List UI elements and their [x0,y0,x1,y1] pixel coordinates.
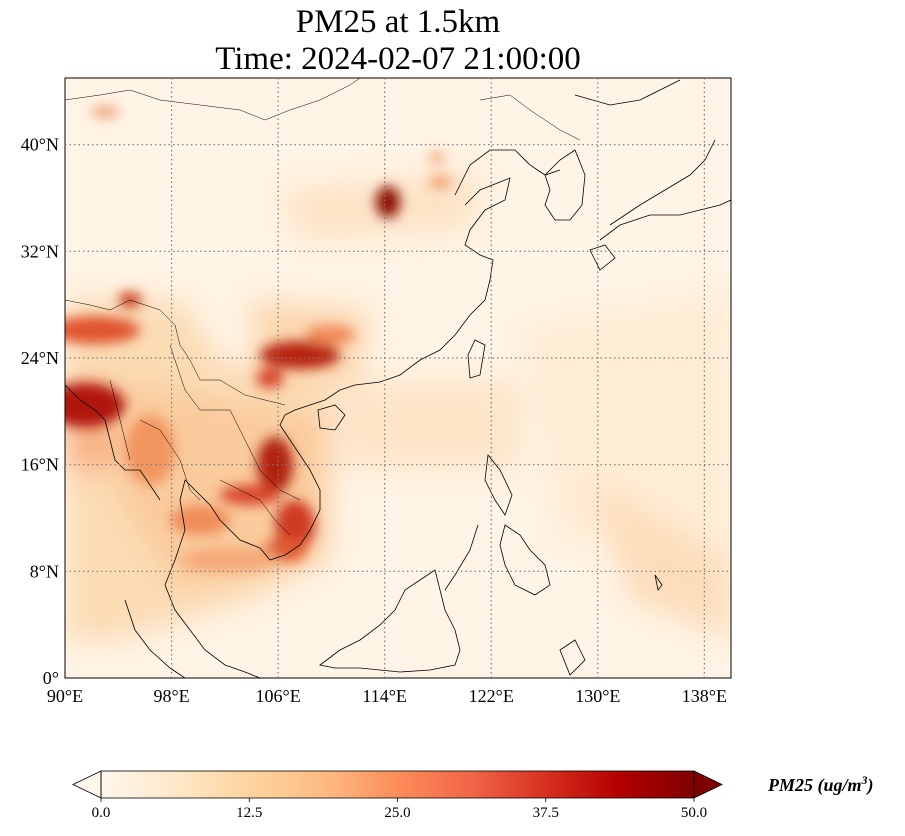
colorbar-tick-label: 12.5 [236,805,262,821]
colorbar-tick-label: 0.0 [92,805,111,821]
lat-tick-label: 0° [43,668,59,688]
lat-tick-label: 8°N [30,561,59,581]
colorbar-tick-label: 37.5 [533,805,559,821]
lon-tick-label: 130°E [575,686,620,706]
title-line-2: Time: 2024-02-07 21:00:00 [215,41,581,77]
lon-tick-label: 98°E [153,686,189,706]
colorbar: 0.0 12.5 25.0 37.5 50.0 [72,770,723,821]
gridlines [65,78,731,678]
lat-tick-label: 32°N [21,241,59,261]
colorbar-extend-max [693,770,723,799]
axis-labels: 90°E 98°E 106°E 114°E 122°E 130°E 138°E 0° 8°N 16… [21,135,727,706]
colorbar-title-superscript: 3 [861,773,868,787]
colorbar-tick-label: 25.0 [384,805,410,821]
lat-tick-label: 24°N [21,348,59,368]
lon-tick-label: 114°E [362,686,407,706]
colorbar-gradient [101,771,694,798]
lon-tick-label: 106°E [256,686,301,706]
colorbar-title: PM25 (ug/m3) [768,773,874,796]
lat-tick-label: 16°N [21,455,59,475]
concentration-field [65,78,731,678]
lon-tick-label: 122°E [469,686,514,706]
lon-tick-label: 138°E [682,686,727,706]
colorbar-title-text: PM25 (ug/m [768,775,862,795]
map-frame [64,77,732,679]
lon-tick-label: 90°E [47,686,83,706]
colorbar-tick-label: 50.0 [681,805,707,821]
colorbar-extend-min [72,770,102,799]
hotspots [65,106,452,572]
colorbar-title-close: ) [867,775,874,795]
title-line-1: PM25 at 1.5km [295,4,501,40]
borders [65,78,581,536]
lat-tick-label: 40°N [21,135,59,155]
